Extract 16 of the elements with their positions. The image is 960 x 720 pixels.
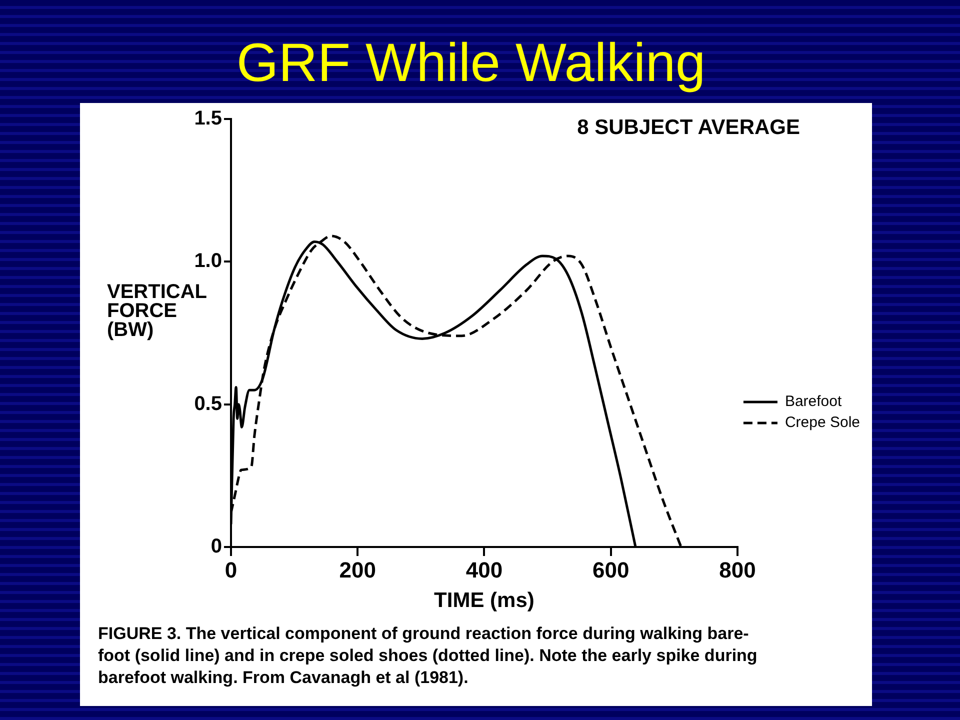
y-tick-label: 1.5: [194, 108, 222, 130]
x-axis-title: TIME (ms): [434, 589, 534, 612]
y-tick-label: 1.0: [194, 250, 222, 272]
x-tick-label: 400: [466, 557, 503, 582]
x-tick-label: 600: [592, 557, 630, 582]
y-tick-label: 0: [210, 536, 222, 558]
x-tick-label: 800: [719, 557, 756, 582]
legend-label: Crepe Sole: [784, 414, 860, 432]
x-tick-label: 200: [339, 557, 376, 582]
y-axis-title: VERTICAL FORCE (BW): [107, 280, 207, 341]
caption: FIGURE 3. The vertical component of ground reaction force during walking bare- foot (solid line) and in crepe soled shoes (dotted line). Note the early spike during barefoot walking. From Cavanagh et al (1981).: [98, 623, 758, 689]
chart-title: GRF While Walking: [235, 33, 707, 93]
legend-label: Barefoot: [784, 393, 842, 410]
chart-subtitle: 8 SUBJECT AVERAGE: [577, 116, 800, 139]
y-tick-label: 0.5: [194, 392, 222, 415]
x-tick-label: 0: [224, 557, 238, 582]
